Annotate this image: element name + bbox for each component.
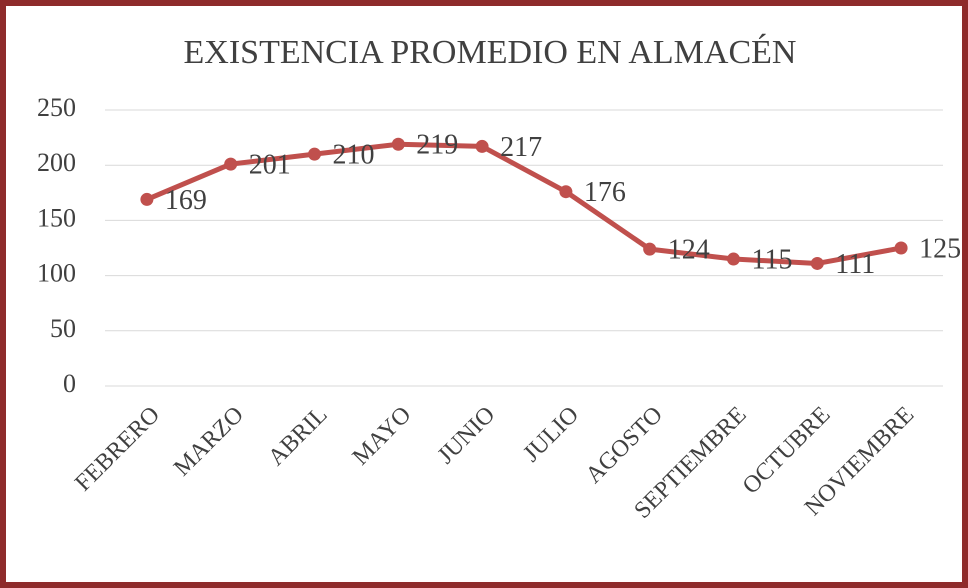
data-label: 115 [752, 244, 793, 275]
data-point [475, 139, 489, 153]
data-label: 201 [249, 150, 291, 181]
data-label: 210 [333, 140, 375, 171]
data-point [140, 192, 154, 206]
y-tick-label: 200 [37, 148, 76, 177]
data-label: 125 [919, 233, 961, 264]
data-point [391, 137, 405, 151]
data-label: 111 [835, 249, 875, 280]
data-label: 217 [500, 132, 542, 163]
data-point [727, 252, 740, 266]
data-point [643, 242, 657, 256]
line-series [145, 141, 902, 266]
y-tick-label: 250 [37, 93, 76, 122]
data-label: 176 [584, 177, 626, 208]
data-label: 124 [668, 235, 710, 266]
data-point [224, 157, 238, 171]
y-tick-label: 50 [50, 314, 76, 343]
chart-title: EXISTENCIA PROMEDIO EN ALMACÉN [184, 34, 797, 71]
data-point [308, 147, 321, 161]
data-point [810, 256, 824, 270]
data-label: 219 [416, 130, 458, 161]
y-tick-label: 0 [63, 369, 76, 398]
data-point [559, 185, 573, 199]
y-tick-label: 100 [37, 259, 76, 288]
data-label: 169 [165, 185, 207, 216]
data-point [894, 241, 908, 255]
y-tick-label: 150 [37, 203, 76, 232]
